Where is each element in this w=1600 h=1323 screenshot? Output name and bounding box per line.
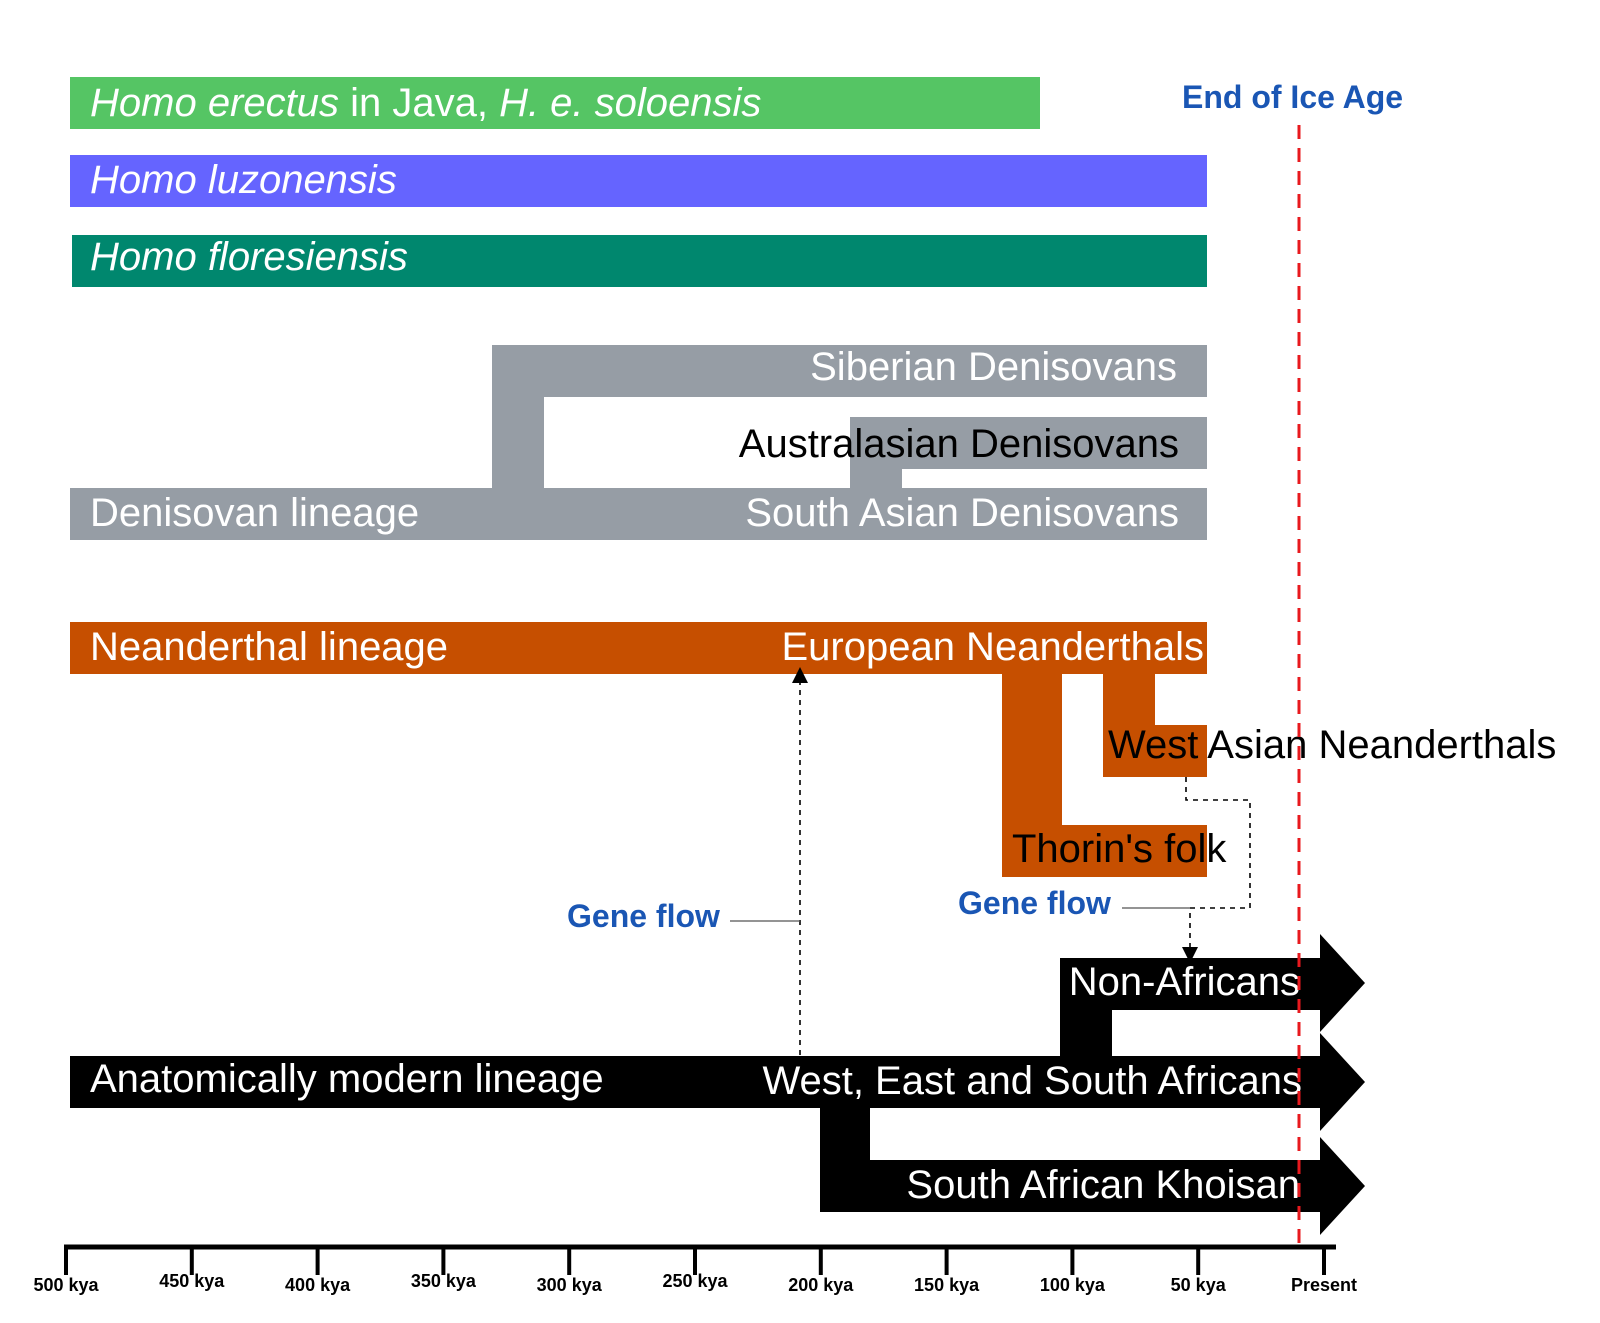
denisovan-lineage-label: Denisovan lineage [90,491,419,535]
australasian-denisovan-label: Australasian Denisovans [739,422,1179,466]
floresiensis-bar [72,235,1207,287]
gene-flow-label-2: Gene flow [958,885,1111,921]
west-east-south-african-label: West, East and South Africans [762,1059,1302,1103]
axis-tick-label: 100 kya [1040,1275,1106,1295]
neanderthal-lineage-bar [70,622,1207,674]
siberian-denisovan-label: Siberian Denisovans [810,345,1177,389]
thorin-folk-bar [1002,825,1207,877]
erectus-label: Homo erectus in Java, H. e. soloensis [90,81,761,125]
australasian-split-connector [850,417,902,490]
neanderthal-group [70,622,1207,877]
axis-tick-label: Present [1291,1275,1357,1295]
axis-tick-label: 150 kya [914,1275,980,1295]
denisovan-split-connector [492,345,544,490]
thorin-split-connector [1002,672,1062,827]
south-asian-denisovan-label: South Asian Denisovans [745,491,1179,535]
axis-tick-label: 350 kya [411,1271,477,1291]
axis-tick-label: 50 kya [1171,1275,1227,1295]
erectus-bar [70,77,1040,129]
floresiensis-label: Homo floresiensis [90,235,408,279]
axis-tick-label: 500 kya [33,1275,99,1295]
west-east-south-arrowhead [1320,1033,1365,1131]
neanderthal-lineage-label: Neanderthal lineage [90,625,448,669]
gene-flow-label-1: Gene flow [567,898,720,934]
axis-tick-label: 450 kya [159,1271,225,1291]
european-neanderthal-label: European Neanderthals [781,625,1204,669]
ice-age-label: End of Ice Age [1182,79,1403,115]
modern-lineage-bar [70,1056,1322,1108]
west-asian-split-connector [1103,672,1155,727]
denisovan-group [70,345,1207,540]
khoisan-bar [820,1160,1322,1212]
modern-human-group [70,934,1365,1235]
denisovan-lineage-bar [70,488,1207,540]
axis-tick-label: 300 kya [537,1275,603,1295]
non-african-arrowhead [1320,934,1365,1032]
axis-tick-label: 400 kya [285,1275,351,1295]
non-african-label: Non-Africans [1069,960,1300,1004]
axis-tick-label: 250 kya [662,1271,728,1291]
siberian-denisovan-bar [492,345,1207,397]
australasian-denisovan-bar [850,417,1207,469]
non-african-bar [1060,958,1322,1010]
gene-flow-arrow-2 [1182,777,1251,963]
khoisan-arrowhead [1320,1137,1365,1235]
axis-tick-label: 200 kya [788,1275,854,1295]
west-asian-neanderthal-label: West Asian Neanderthals [1108,723,1556,767]
luzonensis-label: Homo luzonensis [90,158,397,202]
khoisan-label: South African Khoisan [906,1163,1300,1207]
thorin-folk-label: Thorin's folk [1012,827,1227,871]
time-axis: 500 kya 450 kya 400 kya 350 kya 300 kya 250 k… [33,1244,1357,1295]
modern-lineage-label: Anatomically modern lineage [90,1057,604,1101]
luzonensis-bar [70,155,1207,207]
west-asian-neanderthal-bar [1103,725,1207,777]
